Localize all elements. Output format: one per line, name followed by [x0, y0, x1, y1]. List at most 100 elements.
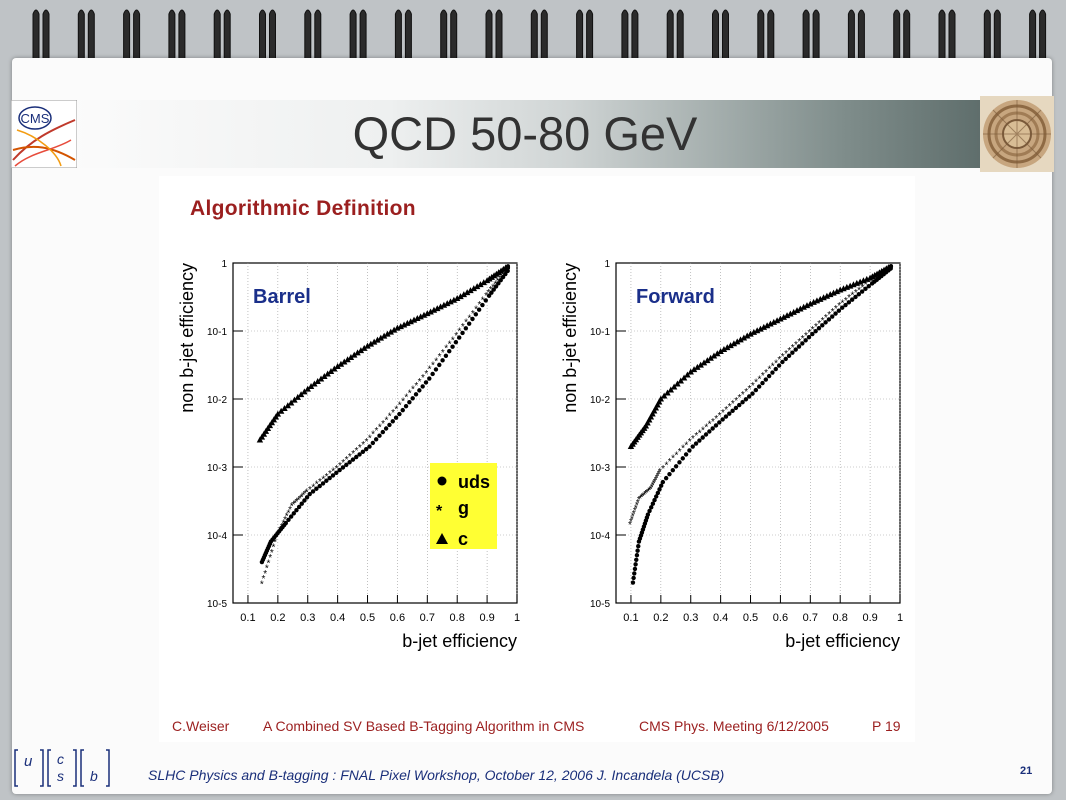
data-point-c [477, 281, 484, 288]
data-point-g: * [263, 569, 267, 580]
data-point-g: * [664, 460, 668, 471]
data-point-c [787, 310, 794, 317]
data-point-g: * [661, 464, 665, 475]
data-point-c [657, 395, 665, 402]
data-point-uds [660, 479, 666, 485]
slide-heading: Algorithmic Definition [190, 197, 416, 220]
data-point-g: * [774, 358, 778, 369]
data-point-g: * [408, 389, 412, 400]
data-point-g: * [652, 479, 656, 490]
data-point-g: * [814, 322, 818, 333]
data-point-g: * [270, 548, 274, 559]
data-point-g: * [801, 334, 805, 345]
y-tick-label: 10-3 [207, 463, 227, 474]
x-tick-label: 1 [514, 612, 520, 624]
data-point-c [341, 358, 348, 365]
data-point-uds [630, 580, 636, 585]
data-point-g: * [764, 368, 768, 379]
data-point-c [347, 353, 355, 360]
x-tick-label: 0.2 [270, 612, 285, 624]
legend-marker-c [436, 533, 448, 544]
data-point-uds [796, 344, 802, 349]
data-point-uds [430, 371, 435, 377]
data-point-g: * [844, 296, 848, 307]
y-tick-label: 10-4 [590, 531, 610, 542]
data-point-uds [667, 471, 672, 477]
data-point-c [450, 296, 458, 303]
data-point-g: * [864, 280, 868, 291]
data-point-g: * [688, 437, 692, 448]
data-point-uds [652, 497, 657, 503]
data-point-c [654, 401, 661, 408]
data-point-g: * [804, 331, 808, 342]
data-point-c [770, 318, 777, 325]
data-point-uds [364, 446, 369, 452]
data-point-c [473, 283, 481, 290]
data-point-uds [836, 308, 842, 313]
data-point-c [667, 386, 675, 393]
data-point-g: * [831, 307, 835, 318]
data-point-c [690, 366, 698, 373]
x-tick-label: 0.8 [833, 612, 848, 624]
data-point-uds [670, 468, 676, 473]
data-point-uds [635, 548, 640, 553]
data-point-g: * [637, 495, 641, 506]
data-point-g: * [850, 291, 854, 302]
data-point-g: * [381, 419, 385, 430]
data-point-g: * [348, 452, 352, 463]
data-point-uds [730, 408, 735, 414]
data-point-uds [317, 483, 322, 489]
data-point-uds [846, 300, 852, 305]
data-point-c [650, 407, 658, 414]
data-point-c [800, 303, 807, 310]
data-point-g: * [629, 517, 633, 528]
data-point-uds [740, 400, 745, 405]
data-point-uds [486, 293, 492, 298]
data-point-c [357, 347, 365, 354]
data-point-c [387, 328, 394, 335]
data-point-uds [410, 396, 415, 401]
data-point-g: * [451, 335, 455, 346]
data-point-c [361, 344, 368, 351]
data-point-g: * [484, 291, 488, 302]
data-point-g: * [335, 464, 339, 475]
x-tick-label: 0.7 [803, 612, 818, 624]
footer-meeting: CMS Phys. Meeting 6/12/2005 [639, 718, 829, 734]
data-point-uds [417, 388, 422, 393]
data-point-uds [420, 384, 425, 389]
data-point-uds [737, 402, 742, 408]
data-point-c [370, 338, 378, 345]
data-point-c [790, 308, 797, 315]
data-point-uds [291, 511, 296, 516]
data-point-g: * [293, 498, 297, 509]
data-point-g: * [668, 457, 672, 468]
data-point-c [297, 391, 305, 398]
data-point-g: * [671, 454, 675, 465]
y-tick-label: 10-5 [590, 599, 610, 610]
data-point-g: * [355, 446, 359, 457]
data-point-c [714, 350, 721, 357]
plot-frame [615, 262, 901, 604]
data-point-uds [344, 462, 349, 468]
data-point-uds [717, 420, 722, 425]
data-point-g: * [388, 412, 392, 423]
data-point-g: * [708, 420, 712, 431]
data-point-uds [849, 297, 855, 302]
data-point-c [331, 365, 338, 372]
data-point-g: * [351, 449, 355, 460]
data-point-g: * [398, 401, 402, 412]
data-point-g: * [477, 300, 481, 311]
data-point-g: * [260, 580, 264, 591]
data-point-g: * [481, 295, 485, 306]
data-point-uds [707, 429, 712, 434]
data-point-uds [302, 498, 307, 503]
data-point-c [287, 399, 295, 406]
data-point-g: * [658, 467, 662, 478]
data-point-c [820, 294, 827, 301]
data-point-uds [296, 504, 302, 510]
data-point-c [380, 332, 388, 339]
data-point-uds [283, 520, 289, 526]
data-point-uds [653, 494, 659, 499]
data-point-g: * [303, 489, 307, 500]
x-tick-label: 0.5 [743, 612, 758, 624]
